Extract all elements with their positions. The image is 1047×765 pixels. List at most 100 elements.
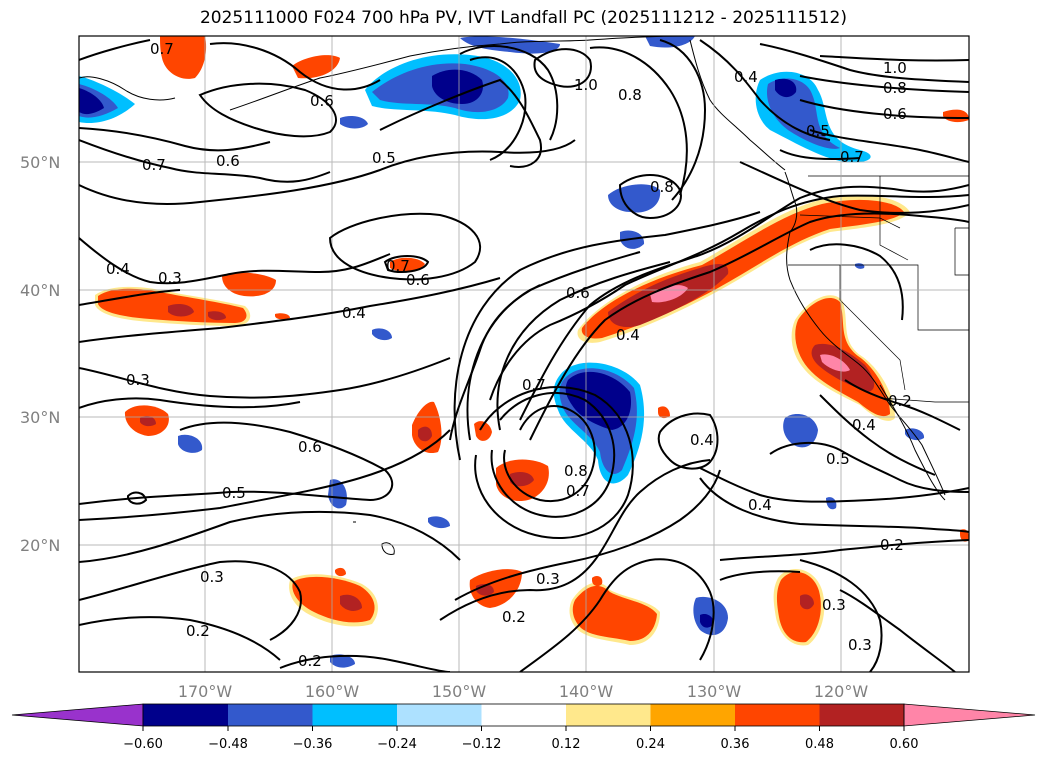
lat-label: 20°N — [20, 536, 60, 555]
contour-label: 0.8 — [883, 79, 907, 97]
contour-02-ca — [844, 379, 961, 431]
blue-region-bc-deep — [775, 78, 797, 98]
coast-west — [786, 231, 946, 496]
contour-03-e — [799, 559, 883, 672]
contour-label: 0.8 — [650, 178, 674, 196]
contour-label: 0.5 — [222, 484, 246, 502]
contour-spiral-inner2 — [490, 392, 616, 518]
blue-region-nw-deep — [79, 88, 104, 115]
blue-region-e3 — [372, 328, 392, 341]
red-region-w40-core — [168, 304, 194, 317]
contour-10-small — [533, 48, 592, 88]
contour-label: 0.8 — [564, 462, 588, 480]
pv-contours — [79, 39, 969, 672]
lon-label: 120°W — [814, 682, 869, 701]
contour-02-s — [79, 616, 281, 661]
border-us-mx — [879, 397, 969, 403]
red-region-s3-in — [572, 585, 657, 641]
contour-e-08 — [799, 75, 969, 93]
blue-region-central-deep — [565, 371, 632, 430]
contour-labels: 0.7 0.6 0.5 0.6 0.7 1.0 0.8 0.4 1.0 0.8 … — [106, 40, 912, 670]
contour-04-w2 — [79, 277, 501, 343]
contour-label: 0.4 — [734, 68, 758, 86]
colorbar-segment — [228, 704, 313, 726]
lon-label: 160°W — [305, 682, 360, 701]
contour-label: 0.6 — [883, 105, 907, 123]
contour-big-loop — [379, 78, 542, 168]
colorbar-tick-label: 0.60 — [890, 737, 919, 752]
contour-label: 0.4 — [852, 416, 876, 434]
colorbar-tick-label: −0.12 — [462, 737, 502, 752]
colorbar-ticks — [142, 726, 905, 731]
lon-label: 150°W — [432, 682, 487, 701]
contour-07-nw — [79, 139, 331, 183]
contour-label: 0.4 — [106, 260, 130, 278]
contour-label: 0.7 — [522, 376, 546, 394]
contour-label: 0.3 — [200, 568, 224, 586]
contour-10-gulf — [469, 56, 527, 161]
red-region-s1-in — [292, 576, 375, 623]
colorbar-segment — [397, 704, 482, 726]
contour-spiral-inner — [503, 405, 596, 503]
colorbar: −0.60 −0.48 −0.36 −0.24 −0.12 0.12 0.24 … — [11, 703, 1036, 752]
red-region-c25-core — [510, 472, 534, 487]
contour-e-10 — [819, 55, 969, 62]
contour-spiral-1 — [496, 261, 671, 431]
lon-label: 170°W — [178, 682, 233, 701]
colorbar-segment — [481, 704, 566, 726]
contour-06-blob — [328, 212, 481, 281]
lon-label: 140°W — [559, 682, 614, 701]
colorbar-tick-label: 0.24 — [636, 737, 665, 752]
contour-02-mid — [79, 510, 461, 563]
contour-spiral-3 — [453, 211, 761, 461]
contour-label: 1.0 — [883, 59, 907, 77]
contour-label: 0.3 — [536, 570, 560, 588]
border-id-mt — [879, 176, 909, 261]
contour-label: 0.7 — [386, 257, 410, 275]
contour-06-nw — [79, 127, 271, 152]
red-region-c30-core — [418, 426, 432, 442]
map-title: 2025111000 F024 700 hPa PV, IVT Landfall… — [199, 8, 847, 28]
contour-label: 0.2 — [888, 392, 912, 410]
contour-label: 0.4 — [748, 496, 772, 514]
negative-pv-regions — [79, 36, 925, 668]
contour-label: 0.2 — [186, 622, 210, 640]
colorbar-extend-max — [903, 703, 1036, 727]
red-region-w40-core2 — [208, 311, 226, 321]
red-region-s4-core — [800, 594, 814, 610]
colorbar-frame — [142, 703, 905, 727]
contour-s-end — [519, 558, 715, 672]
contour-label: 0.6 — [406, 271, 430, 289]
red-region-california-peak — [820, 354, 850, 372]
contour-02-se — [839, 589, 956, 672]
blue-region-w — [178, 434, 203, 453]
borders — [788, 175, 969, 403]
contour-label: 0.7 — [150, 40, 174, 58]
border-or-ca — [788, 264, 969, 331]
contour-label: 0.8 — [618, 86, 642, 104]
contour-label: 0.6 — [310, 92, 334, 110]
colorbar-tick-label: 0.36 — [721, 737, 750, 752]
contour-label: 0.3 — [822, 596, 846, 614]
contour-03-ca2 — [819, 394, 936, 476]
contour-03-s — [79, 560, 302, 641]
coast-island — [381, 542, 395, 555]
colorbar-segment — [143, 704, 228, 726]
blue-region-s2-deep — [700, 614, 714, 628]
contour-label: 0.7 — [142, 156, 166, 174]
contour-label: 0.5 — [806, 122, 830, 140]
contour-05-e — [769, 441, 969, 493]
contour-label: 0.2 — [880, 536, 904, 554]
contour-spiral-inner3 — [474, 386, 634, 539]
colorbar-segment — [819, 704, 904, 726]
positive-pv-regions — [95, 36, 969, 646]
red-region-small2 — [943, 109, 969, 123]
contour-04-w — [79, 237, 391, 285]
contour-label: 0.5 — [372, 149, 396, 167]
lon-label: 130°W — [687, 682, 742, 701]
red-region-s3b — [592, 576, 603, 587]
red-region-s1-core — [340, 594, 362, 611]
contour-label: 0.3 — [126, 371, 150, 389]
contour-07-small — [383, 255, 430, 273]
lat-label: 40°N — [20, 281, 60, 300]
